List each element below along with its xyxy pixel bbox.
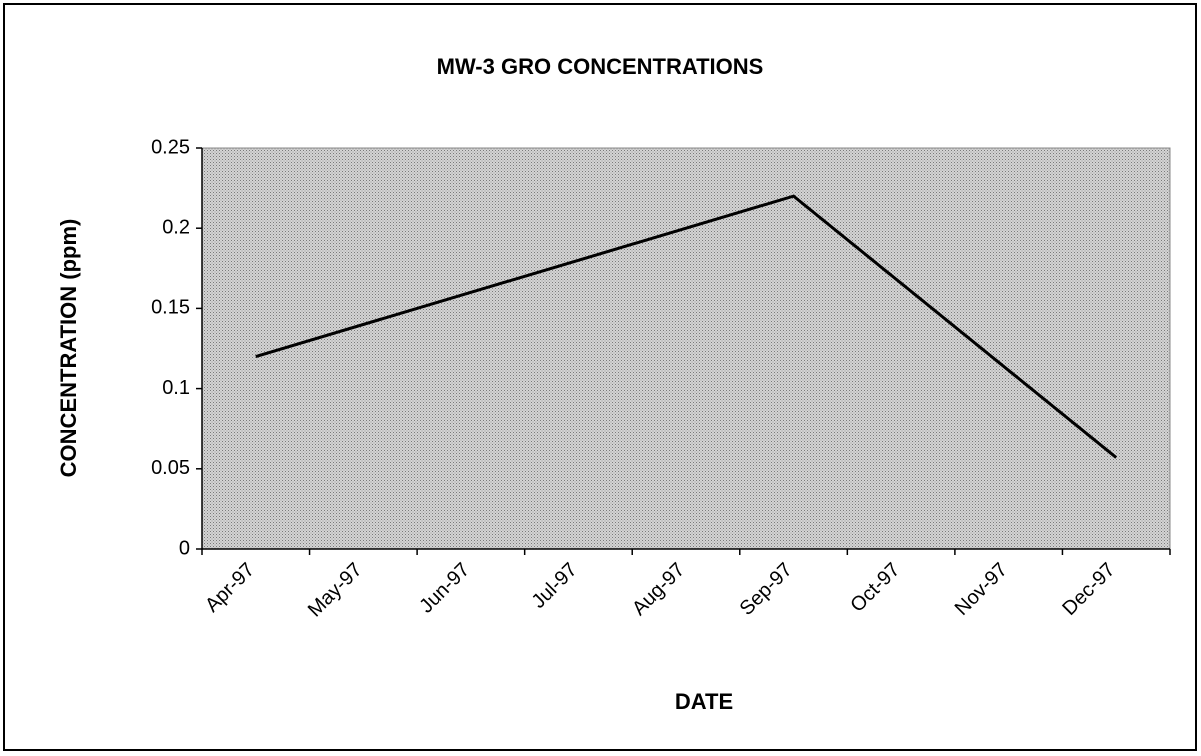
x-axis-label: DATE [675,689,733,714]
plot-area [201,147,1171,550]
y-tick-label: 0.1 [162,377,190,399]
y-tick-label: 0.25 [151,136,190,158]
y-tick-label: 0.05 [151,457,190,479]
data-line [255,194,1118,459]
y-tick-label: 0.15 [151,297,190,319]
y-tick-label: 0 [179,537,190,559]
y-tick-label: 0.2 [162,216,190,238]
chart-title: MW-3 GRO CONCENTRATIONS [437,54,764,79]
y-axis-label: CONCENTRATION (ppm) [56,219,81,478]
